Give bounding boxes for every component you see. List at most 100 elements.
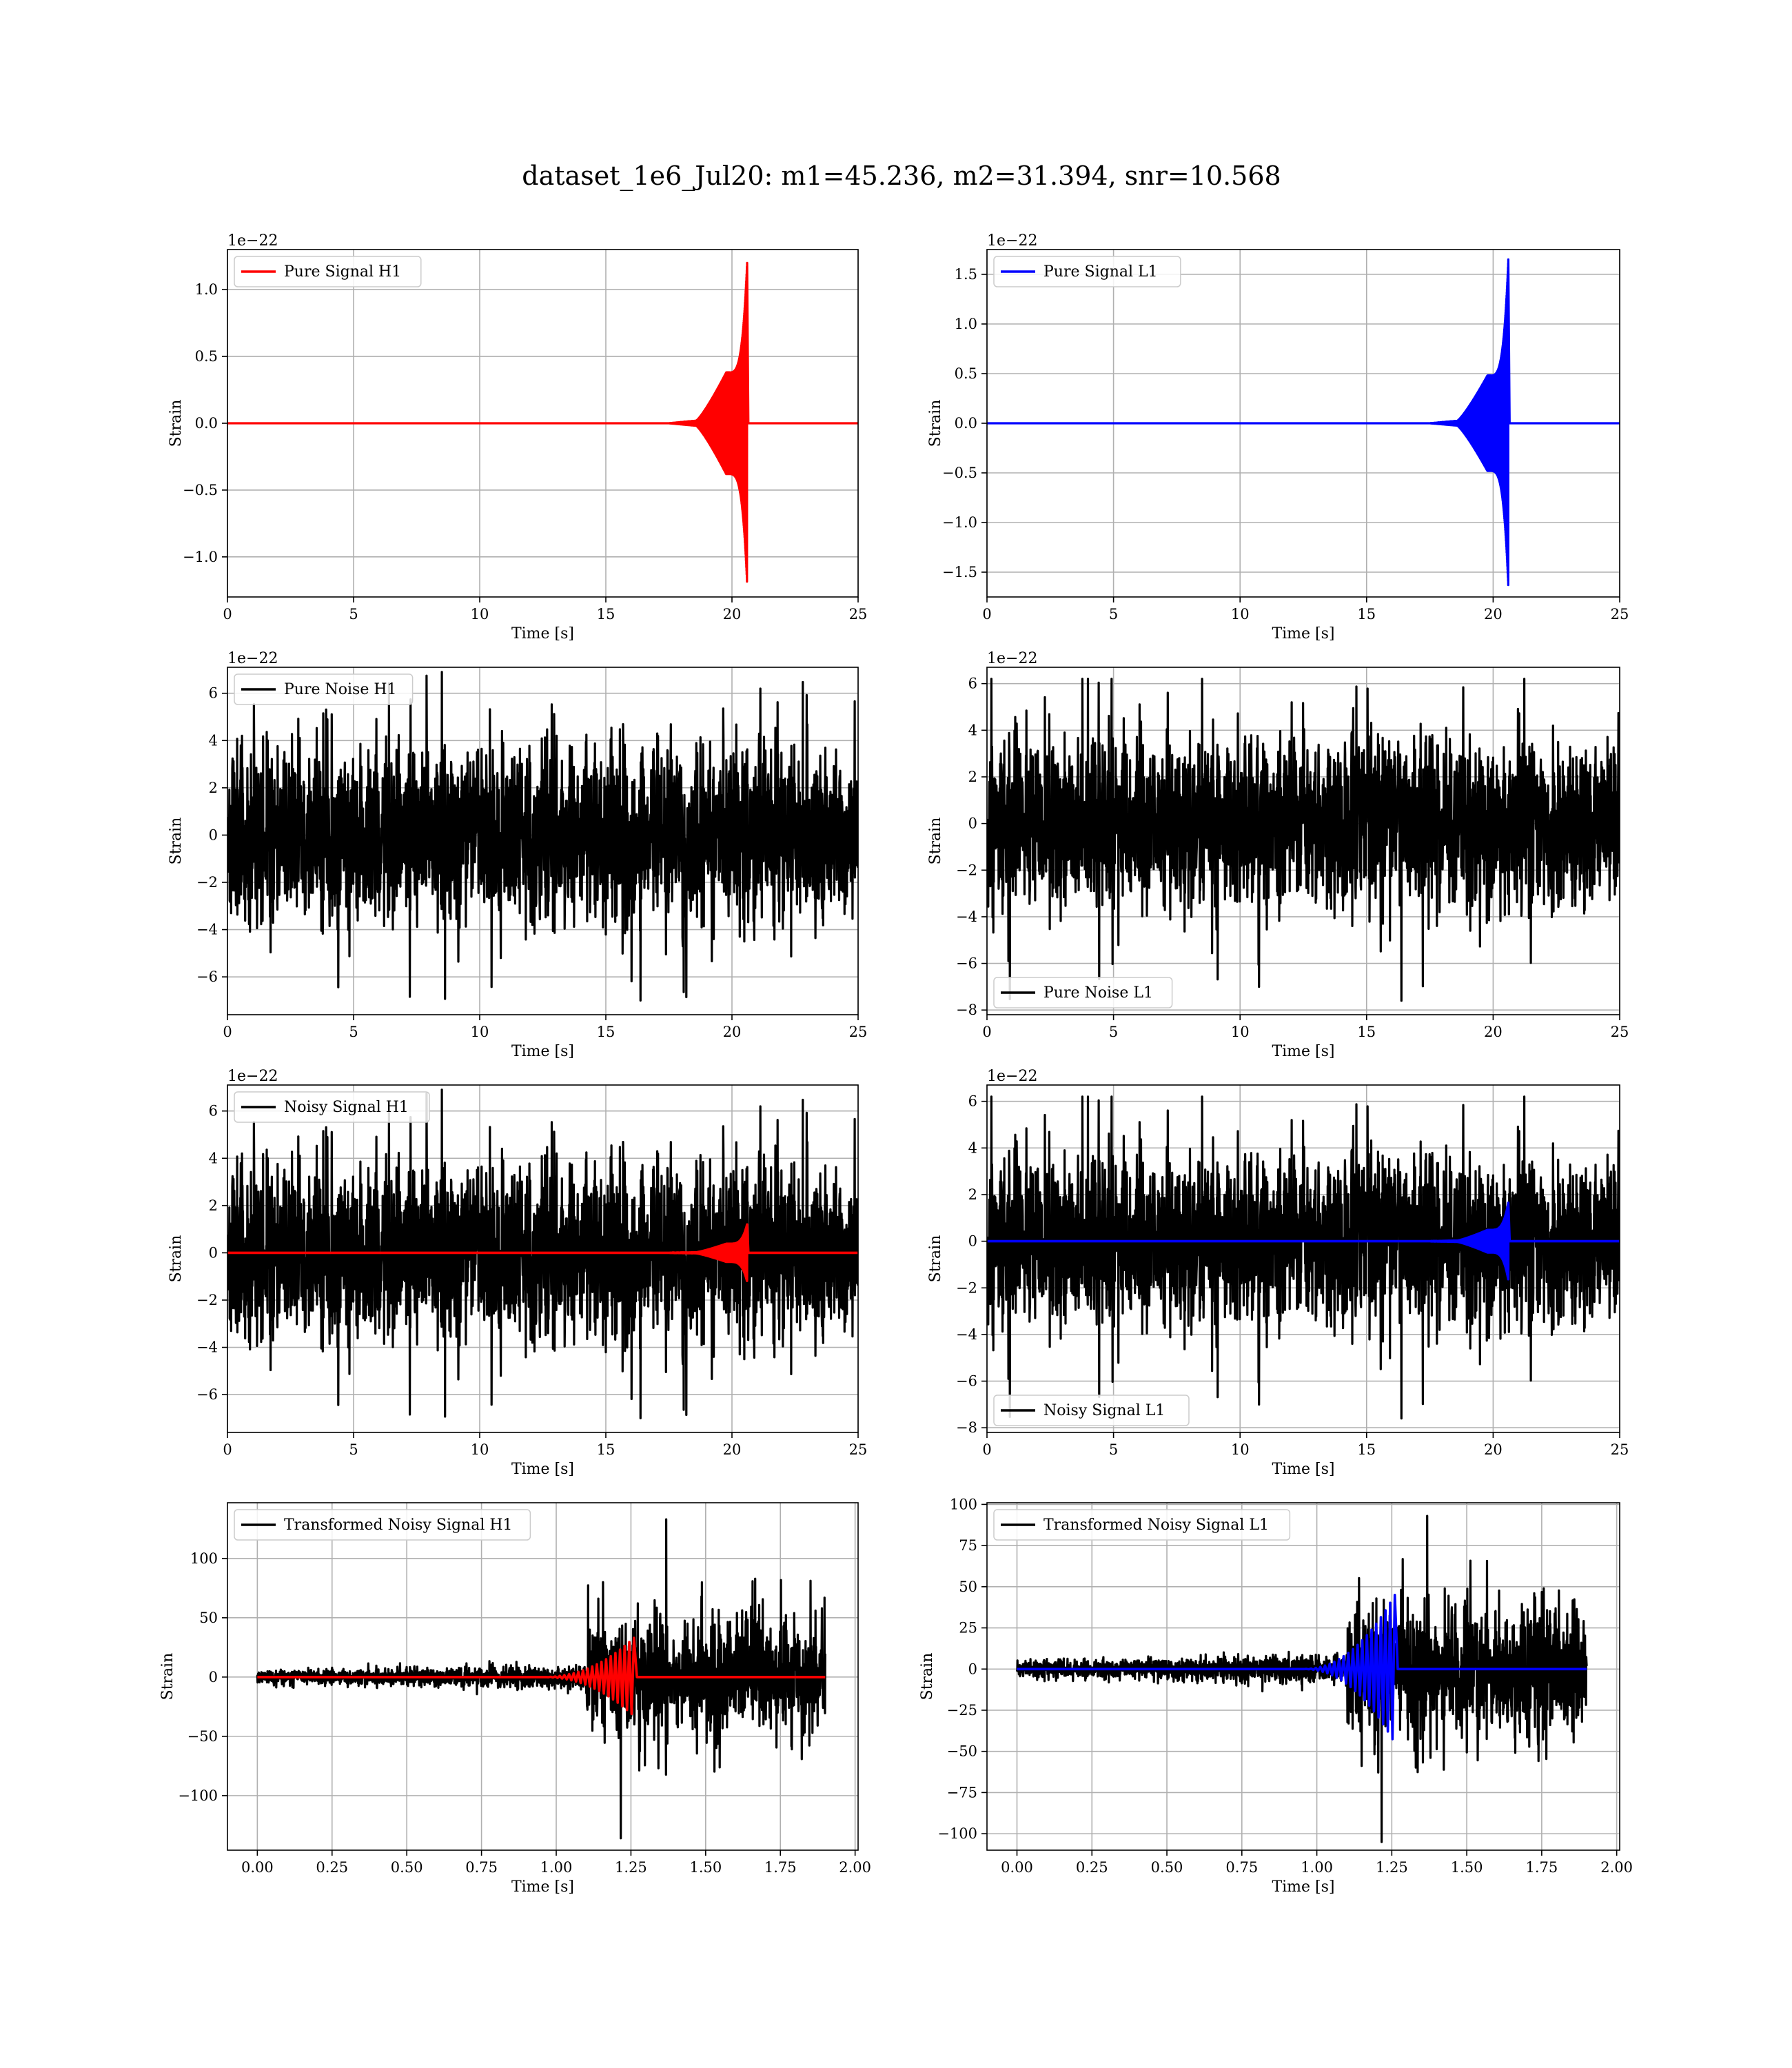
y-tick-label: 0 [968,1233,977,1250]
pure-signal-l1-line [987,258,1620,587]
axes-frame [227,1084,859,1433]
axes-frame [986,1502,1620,1851]
noisy-signal-l1-panel: 0 5 10 15 20 25 −8 −6 −4 −2 0 2 4 6 Time [s] Strain 1e−2… [927,1068,1629,1478]
x-tick-label: 15 [1357,1024,1376,1040]
y-tick-label: −4 [956,909,977,925]
x-tick-label: 5 [1109,606,1118,622]
y-tick-label: 4 [209,732,218,749]
y-axis-label: Strain [167,1235,185,1283]
legend: Pure Signal H1 [234,256,422,287]
x-tick-label: 5 [349,1441,358,1458]
legend-label: Pure Noise H1 [284,681,397,698]
x-tick-label: 5 [349,606,358,622]
y-tick-label: 6 [209,1103,218,1119]
x-tick-label: 25 [1611,1441,1629,1458]
x-tick-label: 15 [1357,606,1376,622]
pure-noise-l1-line [987,678,1620,1002]
x-axis-label: Time [s] [511,625,574,642]
pure-noise-h1-line [227,671,858,1002]
x-tick-label: 0 [223,1441,232,1458]
y-tick-label: −2 [196,1292,218,1308]
y-tick-label: −1.0 [183,549,218,565]
y-tick-label: −0.5 [183,482,218,498]
y-tick-label: 100 [190,1550,218,1567]
pure-signal-h1-line [227,261,858,583]
legend-label: Noisy Signal H1 [284,1099,409,1116]
y-axis-label: Strain [927,400,944,447]
x-tick-label: 20 [1484,1441,1503,1458]
y-tick-label: 0.0 [955,415,977,432]
y-tick-label: 100 [950,1496,977,1512]
x-tick-label: 1.00 [1301,1859,1333,1876]
y-tick-label: −4 [196,1339,218,1356]
x-tick-label: 20 [723,606,742,622]
y-tick-label: −6 [956,955,977,972]
y-axis-label: Strain [927,1235,944,1283]
noisy-signal-l1-overlay-line [987,1202,1620,1281]
legend: Pure Noise H1 [234,673,414,705]
y-tick-label: −0.5 [942,465,977,481]
x-tick-label: 25 [1611,1024,1629,1040]
y-tick-label: −6 [956,1373,977,1390]
legend: Pure Signal L1 [993,256,1181,287]
x-tick-label: 1.25 [615,1859,647,1876]
axis-offset-text: 1e−22 [987,1068,1037,1085]
y-tick-label: −2 [956,1279,977,1296]
axis-offset-text: 1e−22 [227,232,278,250]
y-tick-label: 1.5 [955,266,977,283]
x-axis-label: Time [s] [1272,1878,1334,1896]
y-tick-label: 2 [209,1197,218,1214]
y-tick-label: 0.5 [955,365,977,382]
x-tick-label: 0 [982,1024,991,1040]
x-tick-label: 20 [1484,606,1503,622]
legend: Transformed Noisy Signal H1 [234,1509,531,1541]
legend-label: Noisy Signal L1 [1043,1402,1165,1419]
y-tick-label: 1.0 [955,316,977,332]
x-tick-label: 15 [597,606,615,622]
x-tick-label: 10 [1231,606,1250,622]
y-tick-label: 4 [209,1150,218,1166]
pure-noise-h1-panel: 0 5 10 15 20 25 −6 −4 −2 0 2 4 6 Time [s] Strain 1e−22 P… [167,650,867,1060]
y-tick-label: 50 [199,1610,218,1626]
x-tick-label: 1.00 [540,1859,573,1876]
x-tick-label: 10 [1231,1024,1250,1040]
x-tick-label: 25 [849,1441,868,1458]
y-tick-label: −2 [956,862,977,878]
axis-offset-text: 1e−22 [987,650,1037,667]
y-tick-label: −8 [956,1002,977,1018]
x-tick-label: 20 [723,1024,742,1040]
y-axis-label: Strain [927,818,944,865]
y-tick-label: 75 [959,1537,977,1554]
y-tick-label: 6 [968,1093,977,1110]
legend: Noisy Signal L1 [993,1395,1190,1426]
legend-label: Pure Signal H1 [284,263,401,281]
transformed-noisy-signal-h1-line [256,1518,826,1840]
x-tick-label: 5 [1109,1441,1118,1458]
y-tick-label: −6 [196,969,218,985]
x-tick-label: 20 [1484,1024,1503,1040]
pure-signal-l1-panel: 0 5 10 15 20 25 −1.5 −1.0 −0.5 0.0 0.5 1.0 1.5 Time [… [927,232,1629,642]
y-tick-label: −25 [947,1702,977,1719]
y-tick-label: 1.0 [195,281,218,298]
x-tick-label: 0 [982,606,991,622]
y-tick-label: 0 [968,815,977,832]
x-axis-label: Time [s] [1272,1043,1334,1060]
x-axis-label: Time [s] [511,1461,574,1478]
legend: Transformed Noisy Signal L1 [993,1509,1291,1541]
figure-title: dataset_1e6_Jul20: m1=45.236, m2=31.394,… [522,161,1281,192]
y-tick-label: 4 [968,1139,977,1156]
x-axis-label: Time [s] [1272,1461,1334,1478]
y-tick-label: −6 [196,1386,218,1403]
x-tick-label: 15 [1357,1441,1376,1458]
pure-noise-l1-panel: 0 5 10 15 20 25 −8 −6 −4 −2 0 2 4 6 Time [s] Strain 1e−2… [927,650,1629,1060]
y-tick-label: 6 [968,676,977,692]
x-axis-label: Time [s] [511,1043,574,1060]
y-tick-label: 0 [968,1661,977,1677]
y-tick-label: −2 [196,874,218,891]
axes-frame [986,1084,1620,1433]
x-tick-label: 0 [982,1441,991,1458]
y-tick-label: −4 [956,1326,977,1343]
transformed-noisy-signal-h1-panel: 0.00 0.25 0.50 0.75 1.00 1.25 1.50 1.75 2.00 −100… [159,1502,871,1896]
y-tick-label: 4 [968,722,977,738]
